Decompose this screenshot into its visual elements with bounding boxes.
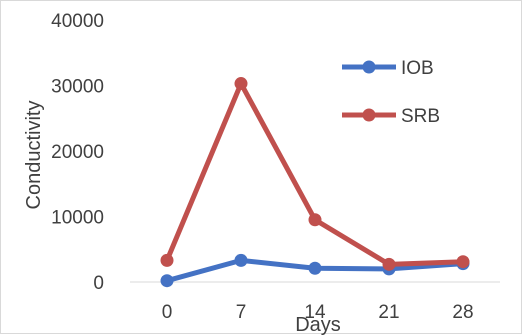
- legend-swatch-marker: [362, 60, 376, 74]
- x-tick-label: 14: [304, 302, 326, 323]
- y-tick-label: 30000: [51, 77, 104, 98]
- x-tick-label: 28: [452, 302, 473, 323]
- data-point: [160, 253, 174, 267]
- y-tick-label: 40000: [51, 11, 104, 32]
- y-axis-title: Conductivity: [23, 101, 45, 210]
- data-point: [234, 77, 248, 91]
- data-point: [160, 274, 174, 288]
- data-point: [234, 253, 248, 267]
- legend-label: SRB: [401, 106, 440, 127]
- legend: IOB SRB: [342, 58, 440, 127]
- y-tick-label: 0: [93, 273, 104, 294]
- y-axis-ticks: 0 10000 20000 30000 40000: [51, 11, 104, 294]
- data-point: [382, 257, 396, 271]
- y-tick-label: 20000: [51, 142, 104, 163]
- series-srb: [160, 77, 470, 271]
- series-layer: [160, 77, 470, 288]
- data-point: [456, 255, 470, 269]
- legend-item-iob: IOB: [342, 58, 434, 79]
- y-tick-label: 10000: [51, 208, 104, 229]
- legend-swatch-marker: [362, 108, 376, 122]
- data-point: [308, 213, 322, 227]
- data-point: [308, 261, 322, 275]
- x-axis: 0 7 14 21 28: [130, 281, 500, 323]
- x-axis-title: Days: [295, 314, 341, 336]
- x-tick-label: 0: [162, 302, 173, 323]
- legend-label: IOB: [401, 58, 434, 79]
- legend-item-srb: SRB: [342, 106, 440, 127]
- x-tick-label: 21: [378, 302, 399, 323]
- x-tick-label: 7: [236, 302, 247, 323]
